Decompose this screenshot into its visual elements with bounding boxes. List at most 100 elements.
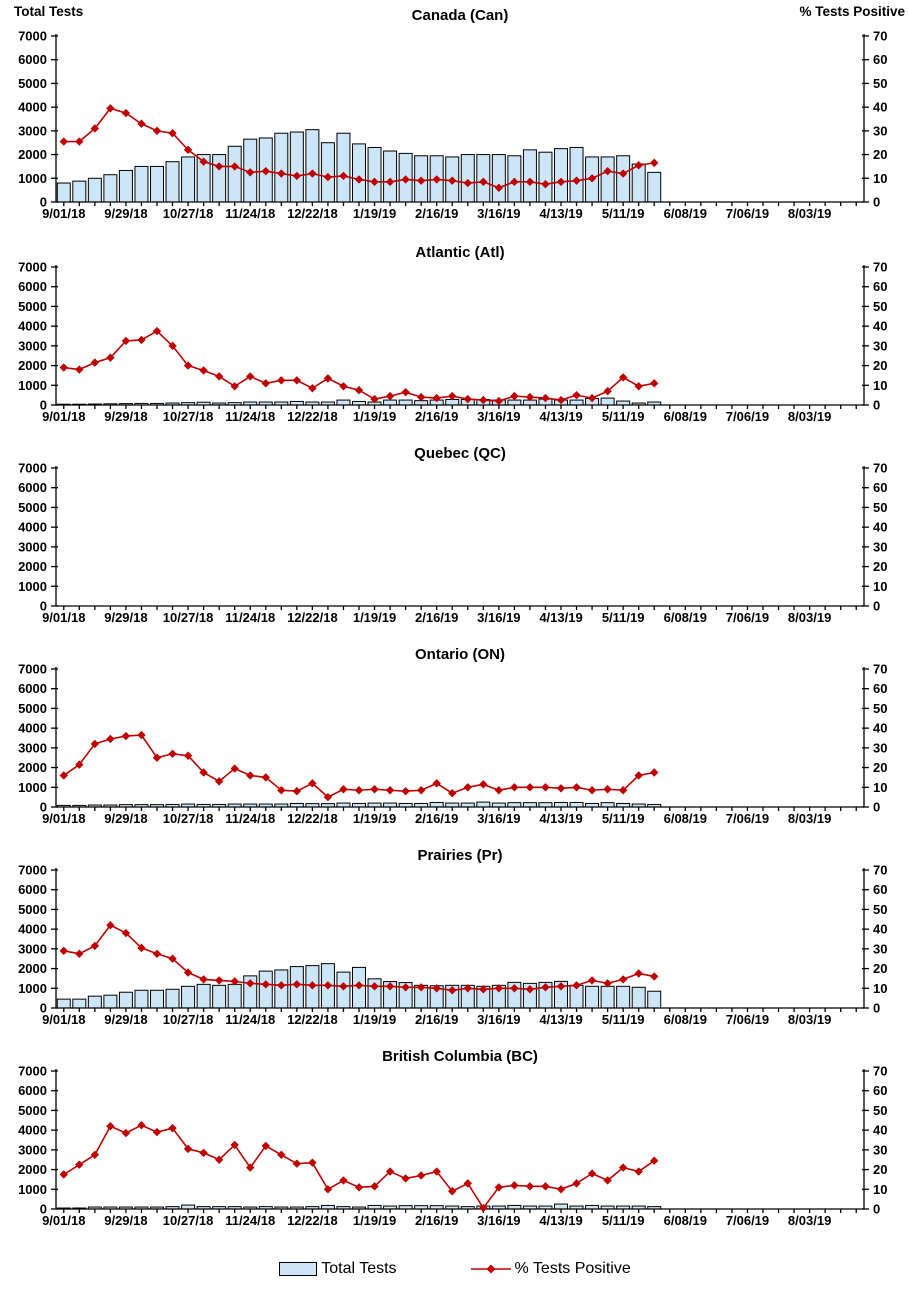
diamond-marker — [401, 1174, 410, 1183]
diamond-marker — [90, 358, 100, 367]
pct-positive-line — [59, 921, 659, 995]
right-tick-label: 50 — [873, 1103, 887, 1118]
left-tick-label: 0 — [40, 195, 47, 210]
right-tick-label: 50 — [873, 902, 887, 917]
diamond-marker — [75, 1160, 84, 1169]
x-tick-label: 3/16/19 — [477, 1213, 520, 1228]
bar — [134, 165, 149, 203]
left-tick-label: 3000 — [18, 740, 47, 755]
diamond-marker — [401, 387, 410, 397]
right-tick-label: 60 — [873, 882, 887, 897]
diamond-marker — [650, 158, 659, 168]
diamond-marker — [556, 177, 566, 187]
bar — [103, 174, 118, 203]
diamond-marker — [277, 1150, 286, 1159]
diamond-marker — [261, 379, 270, 388]
bar — [507, 802, 522, 808]
diamond-marker — [214, 372, 224, 381]
right-tick-label: 0 — [873, 398, 880, 413]
bar — [569, 146, 584, 203]
diamond-marker — [308, 1158, 317, 1167]
diamond-marker — [90, 124, 100, 133]
x-tick-label: 2/16/19 — [415, 1012, 458, 1027]
x-tick-label: 10/27/18 — [163, 409, 214, 424]
diamond-marker — [603, 387, 612, 396]
diamond-marker — [587, 786, 597, 795]
left-tick-label: 2000 — [18, 147, 47, 162]
x-tick-label: 3/16/19 — [477, 610, 520, 625]
chart-svg-bc: British Columbia (BC) 0 0 1000 10 2000 20 3000 3… — [18, 1048, 887, 1228]
diamond-marker — [106, 1122, 115, 1131]
bar — [150, 165, 164, 203]
bar — [569, 399, 584, 406]
right-tick-label: 40 — [873, 520, 887, 535]
diamond-marker — [650, 1156, 659, 1165]
left-tick-label: 5000 — [18, 76, 47, 91]
diamond-marker — [572, 1179, 581, 1188]
chart-title: British Columbia (BC) — [382, 1048, 538, 1065]
diamond-marker — [183, 968, 193, 977]
diamond-marker — [416, 1171, 426, 1180]
pct-positive-line — [59, 730, 659, 802]
diamond-marker — [199, 768, 208, 777]
bar — [165, 161, 180, 203]
bar — [554, 801, 568, 808]
left-tick-label: 6000 — [18, 480, 47, 495]
right-tick-label: 70 — [873, 29, 887, 44]
x-tick-label: 9/29/18 — [104, 1213, 147, 1228]
diamond-marker — [463, 1179, 472, 1188]
diamond-marker — [603, 166, 612, 176]
diamond-marker — [587, 174, 597, 183]
left-tick-label: 7000 — [18, 29, 47, 44]
right-tick-label: 40 — [873, 100, 887, 115]
diamond-marker — [292, 171, 302, 181]
axes — [51, 466, 869, 610]
right-tick-label: 10 — [873, 378, 887, 393]
x-tick-label: 1/19/19 — [353, 811, 396, 826]
right-tick-label: 0 — [873, 1202, 880, 1217]
legend-pct-positive-label: % Tests Positive — [514, 1260, 631, 1277]
right-tick-label: 70 — [873, 662, 887, 677]
diamond-marker — [339, 1176, 348, 1185]
diamond-marker — [168, 749, 177, 758]
x-tick-label: 6/08/19 — [664, 1012, 707, 1027]
axes — [51, 1069, 869, 1213]
x-tick-label: 11/24/18 — [225, 1012, 275, 1027]
axes — [51, 34, 869, 206]
bar — [87, 177, 102, 203]
diamond-marker — [292, 376, 302, 385]
diamond-marker — [432, 393, 441, 403]
x-tick-label: 11/24/18 — [225, 1213, 275, 1228]
chart-ontario: Ontario (ON) 0 0 1000 10 2000 20 3000 30 4000 40 50… — [0, 643, 910, 844]
right-tick-label: 0 — [873, 1001, 880, 1016]
diamond-marker — [479, 177, 488, 187]
left-tick-label: 3000 — [18, 941, 47, 956]
bar — [134, 989, 149, 1009]
left-tick-label: 1000 — [18, 171, 47, 186]
diamond-marker — [152, 326, 162, 336]
bar — [181, 156, 196, 203]
diamond-marker — [618, 169, 628, 178]
left-tick-label: 7000 — [18, 461, 47, 476]
diamond-marker — [199, 975, 208, 984]
diamond-marker — [230, 977, 239, 986]
diamond-marker — [385, 786, 395, 795]
left-tick-label: 6000 — [18, 882, 47, 897]
diamond-marker — [137, 1121, 146, 1130]
left-tick-label: 0 — [40, 1001, 47, 1016]
bar — [227, 983, 242, 1009]
x-tick-label: 1/19/19 — [353, 610, 396, 625]
bar — [367, 146, 382, 203]
right-tick-label: 20 — [873, 1162, 887, 1177]
x-tick-label: 9/01/18 — [42, 206, 85, 221]
diamond-marker — [121, 1128, 131, 1138]
chart-title: Canada (Can) — [412, 7, 509, 24]
diamond-marker — [246, 1163, 255, 1172]
right-tick-label: 0 — [873, 800, 880, 815]
right-tick-label: 0 — [873, 599, 880, 614]
diamond-marker — [354, 175, 364, 184]
left-tick-label: 1000 — [18, 1182, 47, 1197]
diamond-marker — [75, 949, 84, 958]
diamond-marker — [152, 1127, 162, 1137]
bar — [227, 145, 242, 203]
